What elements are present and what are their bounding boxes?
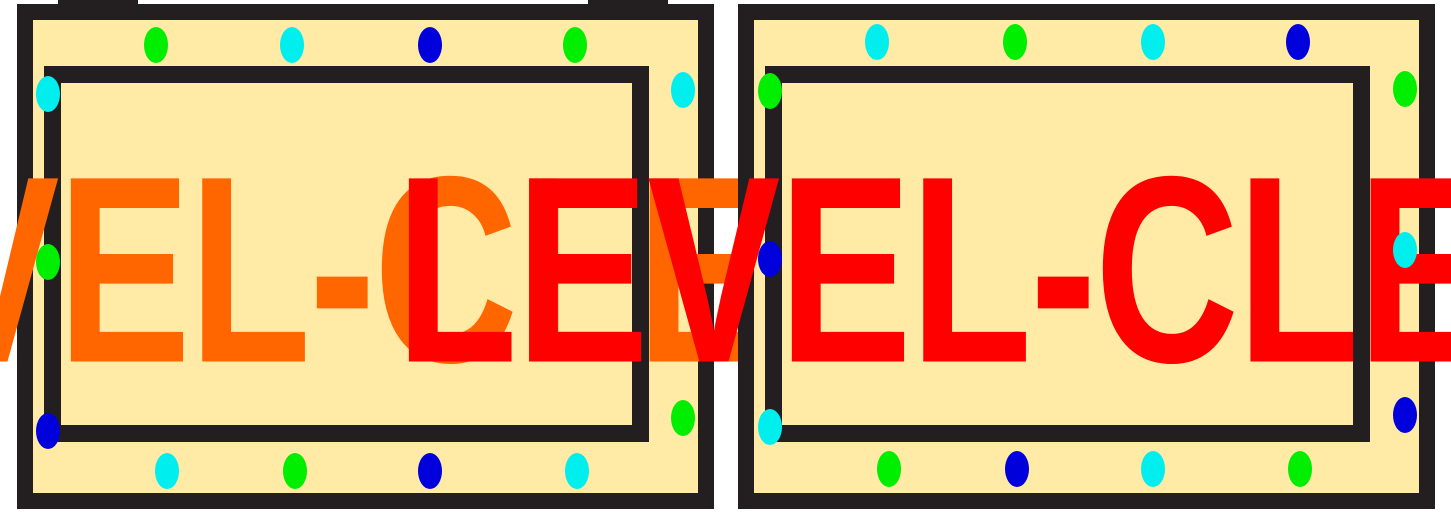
light-dot xyxy=(758,409,782,445)
light-dot xyxy=(565,453,589,489)
light-dot xyxy=(1393,71,1417,107)
light-dot xyxy=(877,451,901,487)
light-dot xyxy=(36,76,60,112)
light-dot xyxy=(671,72,695,108)
light-dot xyxy=(280,27,304,63)
light-dot xyxy=(155,453,179,489)
light-dot xyxy=(418,27,442,63)
light-dot xyxy=(865,24,889,60)
light-dot xyxy=(1141,451,1165,487)
light-dot xyxy=(671,236,695,272)
light-dot xyxy=(1005,451,1029,487)
light-dot xyxy=(1003,24,1027,60)
level-clear-sign-red: LEVEL-CLEAR xyxy=(396,0,1451,512)
light-dot xyxy=(671,400,695,436)
light-dot xyxy=(1141,24,1165,60)
sign-panel xyxy=(17,4,714,509)
light-dot xyxy=(1286,24,1310,60)
light-dot xyxy=(758,241,782,277)
light-dot xyxy=(1288,451,1312,487)
level-clear-text: LEVEL-CLEAR xyxy=(395,122,1451,419)
caption-box: LEVEL-CLEAR xyxy=(396,100,1451,442)
light-dot xyxy=(36,244,60,280)
inner-frame: LEVEL-CLEAR xyxy=(396,66,1451,442)
light-dot xyxy=(1393,397,1417,433)
light-dot xyxy=(418,453,442,489)
light-dot xyxy=(563,27,587,63)
light-dot xyxy=(36,413,60,449)
light-dot xyxy=(758,73,782,109)
sign-panel xyxy=(738,4,1435,509)
light-dot xyxy=(144,27,168,63)
light-dot xyxy=(283,453,307,489)
light-dot xyxy=(1393,232,1417,268)
